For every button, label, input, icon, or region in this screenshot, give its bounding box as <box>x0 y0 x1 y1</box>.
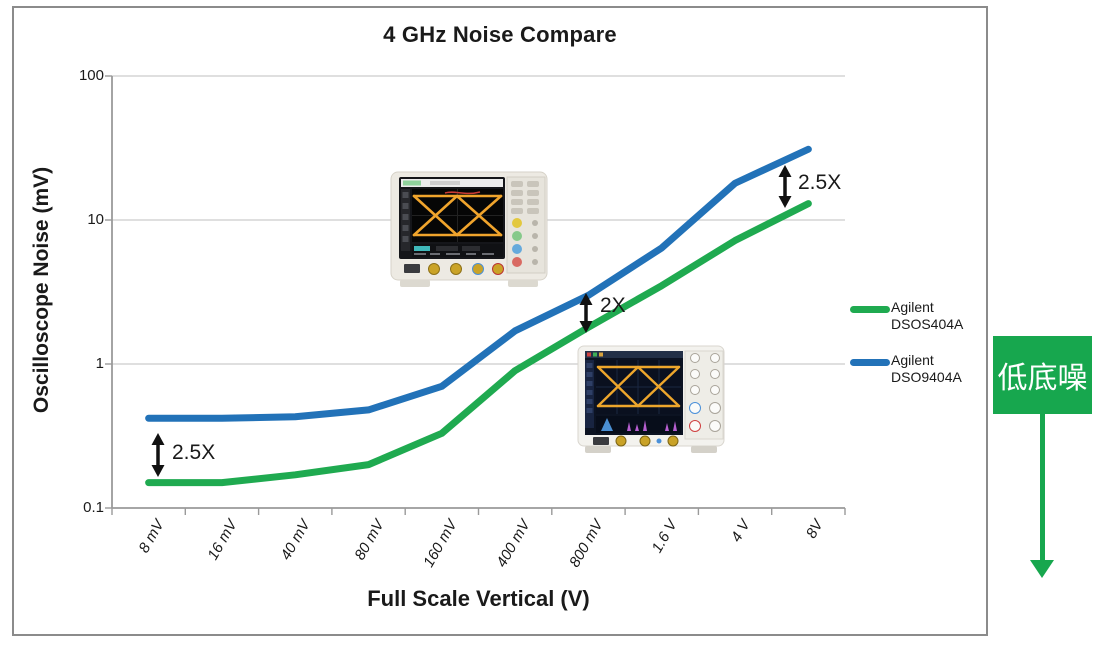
legend-label-model: DSO9404A <box>891 369 962 385</box>
legend-label-brand: Agilent <box>891 299 934 315</box>
grid-and-axes <box>105 75 846 515</box>
oscilloscope-dso9404a-image <box>390 171 548 287</box>
ratio-annotation-label: 2X <box>600 294 626 317</box>
ratio-annotation-label: 2.5X <box>798 171 842 194</box>
y-axis-tick-label: 1 <box>95 355 104 372</box>
legend-swatch-line <box>850 306 890 313</box>
y-axis-tick-label: 0.1 <box>83 499 104 516</box>
ratio-annotation-label: 2.5X <box>172 441 216 464</box>
down-arrow-head-icon <box>1030 560 1054 578</box>
legend-swatch-line <box>850 359 890 366</box>
y-axis-tick-label: 10 <box>87 211 104 228</box>
legend-item: Agilent DSOS404A <box>850 299 990 333</box>
low-noise-note-box: 低底噪 <box>993 336 1092 414</box>
chart-frame <box>12 6 988 636</box>
chart-legend: Agilent DSOS404A Agilent DSO9404A <box>850 299 990 405</box>
y-axis-title: Oscilloscope Noise (mV) <box>30 166 53 414</box>
legend-label-model: DSOS404A <box>891 316 964 332</box>
legend-label-brand: Agilent <box>891 352 934 368</box>
series-and-annotations <box>145 145 812 487</box>
down-arrow-stem <box>1040 413 1045 562</box>
chart-title: 4 GHz Noise Compare <box>383 22 617 47</box>
oscilloscope-dsos404a-image <box>577 345 725 453</box>
legend-item: Agilent DSO9404A <box>850 352 990 386</box>
x-axis-title: Full Scale Vertical (V) <box>367 586 590 611</box>
y-axis-tick-label: 100 <box>78 67 104 84</box>
